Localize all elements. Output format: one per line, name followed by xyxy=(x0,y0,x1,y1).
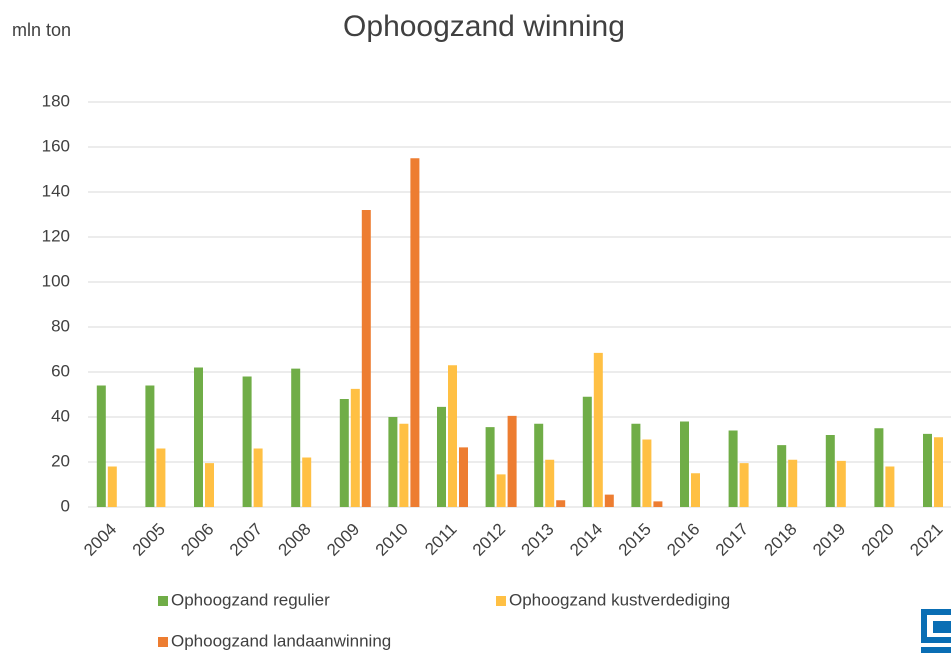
legend-label: Ophoogzand kustverdediging xyxy=(509,590,730,609)
bar xyxy=(361,210,371,507)
bar xyxy=(205,463,214,507)
x-tick-label: 2008 xyxy=(275,520,315,560)
y-tick-label: 100 xyxy=(42,271,70,290)
x-tick-label: 2004 xyxy=(80,520,120,560)
logo xyxy=(921,609,951,653)
x-tick-label: 2014 xyxy=(566,520,606,560)
y-tick-label: 80 xyxy=(51,316,70,335)
bar xyxy=(545,459,555,507)
bar xyxy=(825,435,835,507)
bar xyxy=(728,430,738,507)
x-tick-label: 2016 xyxy=(663,520,703,560)
bar xyxy=(934,437,943,507)
bar xyxy=(253,448,263,507)
bar xyxy=(485,427,495,507)
x-tick-label: 2005 xyxy=(129,520,169,560)
x-tick-label: 2019 xyxy=(809,520,849,560)
x-tick-label: 2006 xyxy=(177,520,217,560)
bar xyxy=(107,466,117,507)
legend-swatch xyxy=(158,637,168,647)
x-tick-label: 2018 xyxy=(761,520,801,560)
bar xyxy=(156,448,166,507)
bar xyxy=(194,367,203,507)
bar xyxy=(242,376,252,507)
x-tick-label: 2007 xyxy=(226,520,266,560)
bar xyxy=(874,428,884,507)
bar xyxy=(437,406,446,507)
bar xyxy=(96,385,106,507)
y-tick-label: 160 xyxy=(42,136,70,155)
x-tick-label: 2015 xyxy=(615,520,655,560)
bar xyxy=(350,388,360,507)
bar xyxy=(777,445,787,507)
y-axis-label: mln ton xyxy=(12,20,71,40)
bar xyxy=(410,158,420,507)
bar xyxy=(302,457,312,507)
bar xyxy=(631,423,641,507)
bar xyxy=(582,396,592,507)
bar xyxy=(291,368,301,507)
bar xyxy=(653,501,663,507)
bar xyxy=(739,463,749,507)
bar xyxy=(534,423,544,507)
bar xyxy=(604,494,614,507)
bar xyxy=(642,439,652,507)
bar xyxy=(788,459,798,507)
bar xyxy=(339,399,349,507)
legend-swatch xyxy=(158,596,168,606)
legend-label: Ophoogzand regulier xyxy=(171,590,330,609)
x-tick-label: 2010 xyxy=(372,520,412,560)
bar xyxy=(680,421,689,507)
bar xyxy=(556,500,566,507)
x-tick-label: 2009 xyxy=(323,520,363,560)
y-tick-label: 180 xyxy=(42,91,70,110)
bar xyxy=(145,385,155,507)
bar xyxy=(459,447,468,507)
bar xyxy=(448,365,457,507)
y-tick-label: 0 xyxy=(61,496,70,515)
chart-title: Ophoogzand winning xyxy=(343,10,625,43)
bar xyxy=(836,460,846,507)
y-tick-label: 140 xyxy=(42,181,70,200)
x-tick-label: 2017 xyxy=(712,520,752,560)
bar xyxy=(388,417,398,507)
bar xyxy=(507,415,517,507)
bar xyxy=(496,474,506,507)
x-tick-label: 2020 xyxy=(858,520,898,560)
legend-swatch xyxy=(496,596,506,606)
x-tick-label: 2011 xyxy=(421,520,460,559)
y-tick-label: 20 xyxy=(51,451,70,470)
x-tick-label: 2012 xyxy=(469,520,509,560)
x-tick-label: 2021 xyxy=(906,520,946,560)
bar xyxy=(885,466,895,507)
y-tick-label: 40 xyxy=(51,406,70,425)
x-tick-label: 2013 xyxy=(518,520,558,560)
bar xyxy=(923,433,932,507)
y-tick-label: 120 xyxy=(42,226,70,245)
bar xyxy=(691,473,700,507)
bar xyxy=(593,352,603,507)
y-tick-label: 60 xyxy=(51,361,70,380)
legend-label: Ophoogzand landaanwinning xyxy=(171,631,391,650)
bar xyxy=(399,423,409,507)
